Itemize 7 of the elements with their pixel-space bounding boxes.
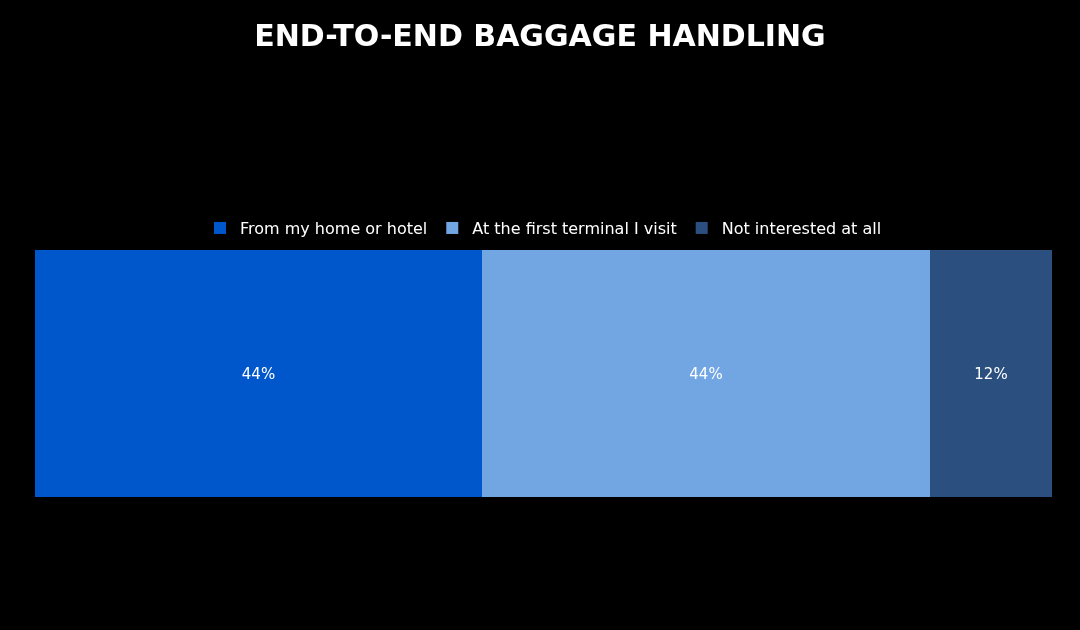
legend-label: Not interested at all xyxy=(721,219,882,239)
data-label: 44% xyxy=(689,364,723,383)
legend-label: At the first terminal I visit xyxy=(472,219,677,239)
data-label: 44% xyxy=(241,364,276,383)
chart-title: END-TO-END BAGGAGE HANDLING xyxy=(254,18,826,54)
legend-label: From my home or hotel xyxy=(240,219,428,239)
data-label: 12% xyxy=(974,364,1008,383)
